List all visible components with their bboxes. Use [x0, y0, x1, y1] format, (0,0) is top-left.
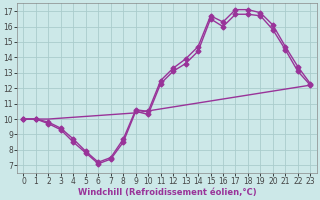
X-axis label: Windchill (Refroidissement éolien,°C): Windchill (Refroidissement éolien,°C)	[77, 188, 256, 197]
